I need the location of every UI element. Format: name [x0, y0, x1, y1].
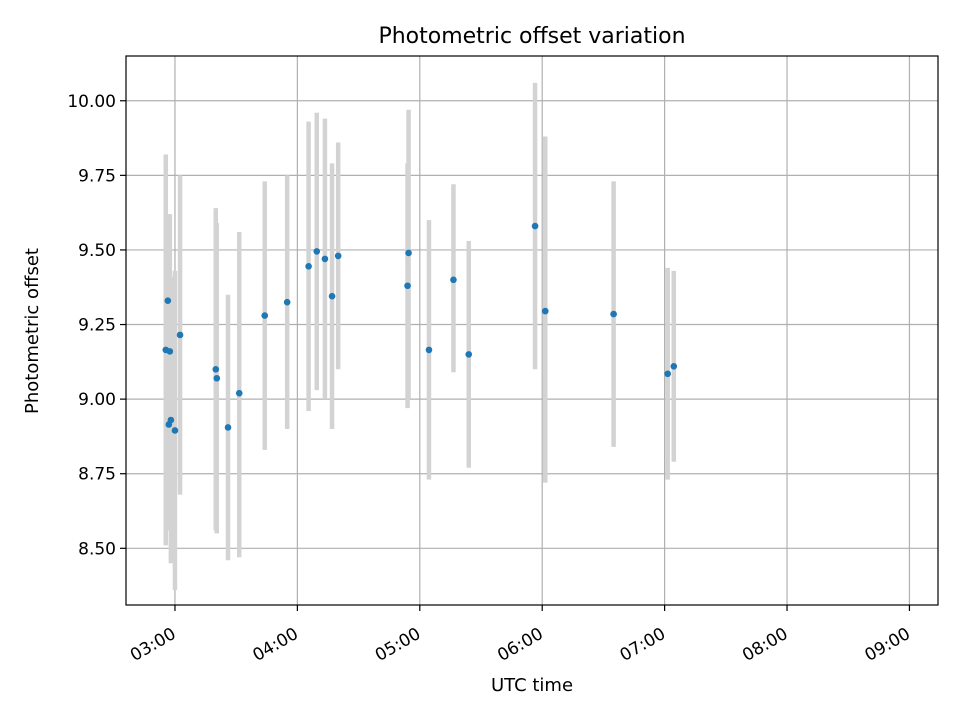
data-point	[425, 346, 433, 354]
x-tick-label: 06:00	[494, 624, 546, 666]
data-point	[261, 312, 269, 319]
data-point	[213, 374, 221, 382]
data-point	[334, 252, 342, 260]
y-ticks: 8.50 8.75 9.00 9.25 9.50 9.75 10.00	[67, 92, 126, 559]
data-point	[610, 310, 617, 318]
y-axis-label: Photometric offset	[22, 248, 43, 414]
y-tick-label: 9.25	[78, 316, 116, 336]
data-point	[164, 297, 172, 304]
data-point	[664, 370, 671, 378]
data-point	[321, 255, 329, 263]
data-point	[212, 365, 220, 373]
data-point	[283, 298, 291, 306]
x-tick-label: 05:00	[372, 624, 424, 666]
y-tick-label: 8.50	[78, 539, 116, 559]
y-tick-label: 9.75	[78, 166, 116, 186]
data-points	[162, 222, 678, 434]
plot-frame	[125, 55, 939, 606]
data-point	[313, 248, 321, 255]
y-tick-label: 9.00	[78, 390, 116, 410]
grid-layer	[126, 56, 938, 605]
data-point	[235, 389, 243, 397]
data-point	[670, 363, 678, 370]
data-point	[176, 331, 184, 339]
x-axis-label: UTC time	[491, 675, 573, 696]
chart-title: Photometric offset variation	[378, 24, 685, 49]
x-tick-label: 07:00	[617, 624, 669, 666]
data-point	[450, 276, 457, 284]
y-tick-label: 8.75	[78, 465, 116, 485]
data-point	[305, 263, 312, 270]
x-tick-label: 08:00	[739, 624, 791, 666]
data-point	[541, 307, 549, 315]
data-point	[171, 427, 179, 434]
data-point	[167, 416, 175, 424]
y-tick-label: 10.00	[67, 92, 116, 112]
data-point	[166, 348, 174, 355]
x-tick-label: 04:00	[249, 624, 301, 666]
x-tick-label: 03:00	[127, 624, 179, 666]
data-point	[531, 222, 539, 230]
data-point	[224, 424, 232, 431]
data-point	[328, 292, 336, 300]
y-tick-label: 9.50	[78, 241, 116, 261]
data-point	[465, 351, 473, 358]
data-point	[405, 249, 412, 257]
data-point	[404, 282, 411, 290]
x-ticks: 03:00 04:00 05:00 06:00 07:00 08:00 09:00	[127, 605, 914, 666]
x-tick-label: 09:00	[862, 624, 914, 666]
